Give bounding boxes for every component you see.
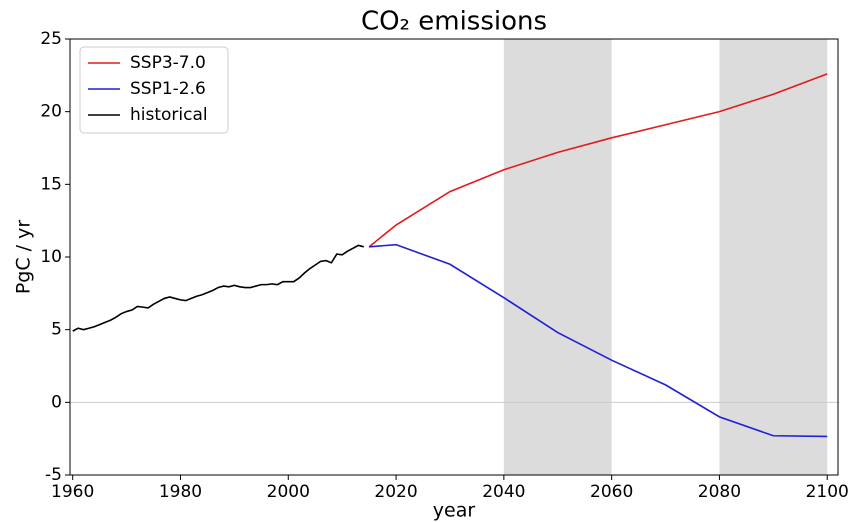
x-tick-label: 2100 [806,482,849,502]
y-tick-label: 25 [40,29,62,49]
x-tick-label: 2080 [698,482,741,502]
y-tick-label: 20 [40,102,62,122]
series-line [72,244,364,332]
series-line [369,243,828,438]
x-tick-label: 1980 [159,482,202,502]
legend-label: SSP3-7.0 [130,53,206,73]
x-tick-label: 1960 [51,482,94,502]
shaded-region [503,39,612,475]
x-tick-label: 2040 [482,482,525,502]
y-tick-label: 5 [51,320,62,340]
shaded-region [719,39,828,475]
x-tick-label: 2000 [267,482,310,502]
x-axis-label: year [433,500,476,522]
y-tick-label: -5 [45,465,62,485]
legend-label: historical [130,105,208,125]
y-tick-label: 10 [40,247,62,267]
y-axis-label: PgC / yr [13,220,35,295]
chart-title: CO₂ emissions [361,7,547,37]
x-tick-label: 2020 [374,482,417,502]
series-line [368,73,828,248]
y-tick-label: 15 [40,174,62,194]
legend-label: SSP1-2.6 [130,79,206,99]
x-tick-label: 2060 [590,482,633,502]
y-tick-label: 0 [51,392,62,412]
legend-box [79,46,229,134]
